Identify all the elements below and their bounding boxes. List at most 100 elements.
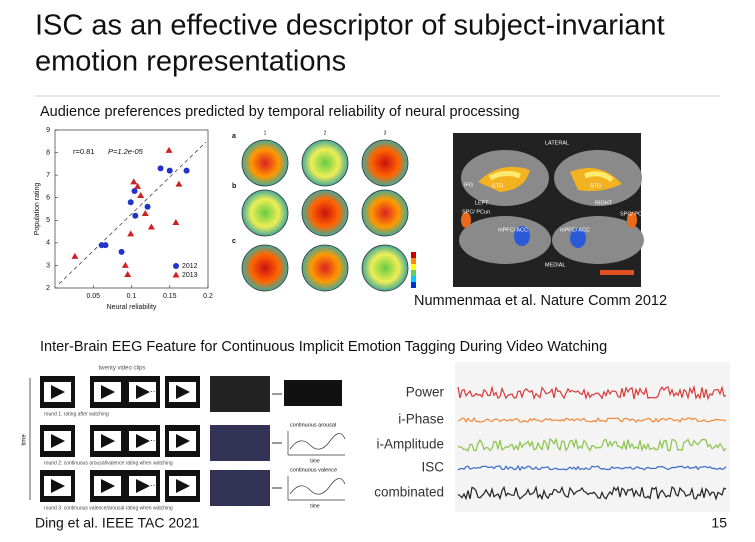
x-tick-label: 0.15 [163,293,177,300]
feature-label: i-Phase [398,412,444,427]
x-tick-label: 0.1 [127,293,137,300]
play-icon [176,385,190,399]
topomap [241,244,289,292]
topomap [301,244,349,292]
feature-label: i-Amplitude [376,437,444,452]
topo-row-label: b [232,183,236,190]
trace [457,437,727,453]
curve [287,431,346,456]
annotation: P=1.2e-05 [108,147,144,156]
point [183,167,190,174]
play-icon [136,479,150,493]
diagram-header: twenty video clips [98,366,145,372]
point [144,203,151,210]
point [157,165,164,172]
ellipsis: ⋯ [150,387,158,396]
y-tick-label: 4 [46,240,50,247]
topo-col-label: 3 [384,130,387,136]
ellipsis: ⋯ [150,481,158,490]
topomap [361,244,409,292]
colorbar [411,252,416,258]
point [172,219,180,226]
point [134,182,142,189]
section-heading: Audience preferences predicted by tempor… [40,104,520,120]
round-label: round 3: continuous valence/arousal rati… [44,505,173,511]
point [71,252,79,259]
curve-label: continuous valence [290,467,337,473]
play-icon [51,434,65,448]
annotation: r=0.81 [73,147,94,156]
play-icon [101,385,115,399]
citation: Nummenmaa et al. Nature Comm 2012 [414,293,667,309]
trace [457,416,727,424]
section-heading: Inter-Brain EEG Feature for Continuous I… [40,339,607,355]
curve-axis-label: time [310,503,320,509]
point [172,271,180,278]
thumbnail [210,425,270,461]
brain-label: MEDIAL [545,262,565,268]
brain-label: SPC/ PCun [620,211,648,217]
brain-figure [453,133,644,287]
y-tick-label: 5 [46,217,50,224]
x-tick-label: 0.2 [203,293,213,300]
topomap [361,189,409,237]
point [118,248,125,255]
ellipsis: ⋯ [150,436,158,445]
round-label: round 1: rating after watching [44,411,109,417]
topomap [301,139,349,187]
point [175,180,183,187]
colorbar [411,258,416,264]
topomap [301,189,349,237]
play-icon [136,434,150,448]
point [173,263,179,269]
point [102,242,109,249]
topo-row-label: c [232,238,236,245]
point [166,167,173,174]
trace [457,485,727,501]
brain-label: RIGHT [595,200,613,206]
y-axis-label: Population rating [34,183,41,236]
trace [457,464,727,472]
point [147,223,155,230]
y-tick-label: 7 [46,172,50,179]
y-tick-label: 8 [46,149,50,156]
rating-box [284,380,342,406]
y-tick-label: 2 [46,285,50,292]
play-icon [101,479,115,493]
play-icon [176,434,190,448]
brain-label: STG [590,183,601,189]
brain-label: mPFC/ ACC [498,227,528,233]
fit-line [58,141,207,285]
brain-label: STG [492,183,503,189]
topo-row-label: a [232,133,236,140]
brain-label: SPC/ PCun [462,209,490,215]
point [131,187,138,194]
feature-label: Power [406,385,445,400]
brain-label: IFG [464,182,473,188]
point [127,230,135,237]
play-icon [101,434,115,448]
point [121,261,129,268]
point [137,191,145,198]
curve [287,476,346,501]
topo-col-label: 1 [264,130,267,136]
brain-label: LEFT [475,200,489,206]
legend-label: 2013 [182,272,198,279]
y-tick-label: 6 [46,195,50,202]
brain-label: mPFC/ ACC [560,227,590,233]
thumbnail [210,376,270,412]
point [132,212,139,219]
play-icon [176,479,190,493]
trace [457,384,727,401]
title: ISC as an effective descriptor of subjec… [35,10,665,42]
point [141,210,149,217]
page-number: 15 [711,515,727,531]
point [165,146,173,153]
legend-label: 2012 [182,263,198,270]
topomap [241,139,289,187]
curve-axis-label: time [310,458,320,464]
title: emotion representations [35,46,346,78]
play-icon [136,385,150,399]
round-label: round 2: continuous arousal/valence rati… [44,460,173,466]
